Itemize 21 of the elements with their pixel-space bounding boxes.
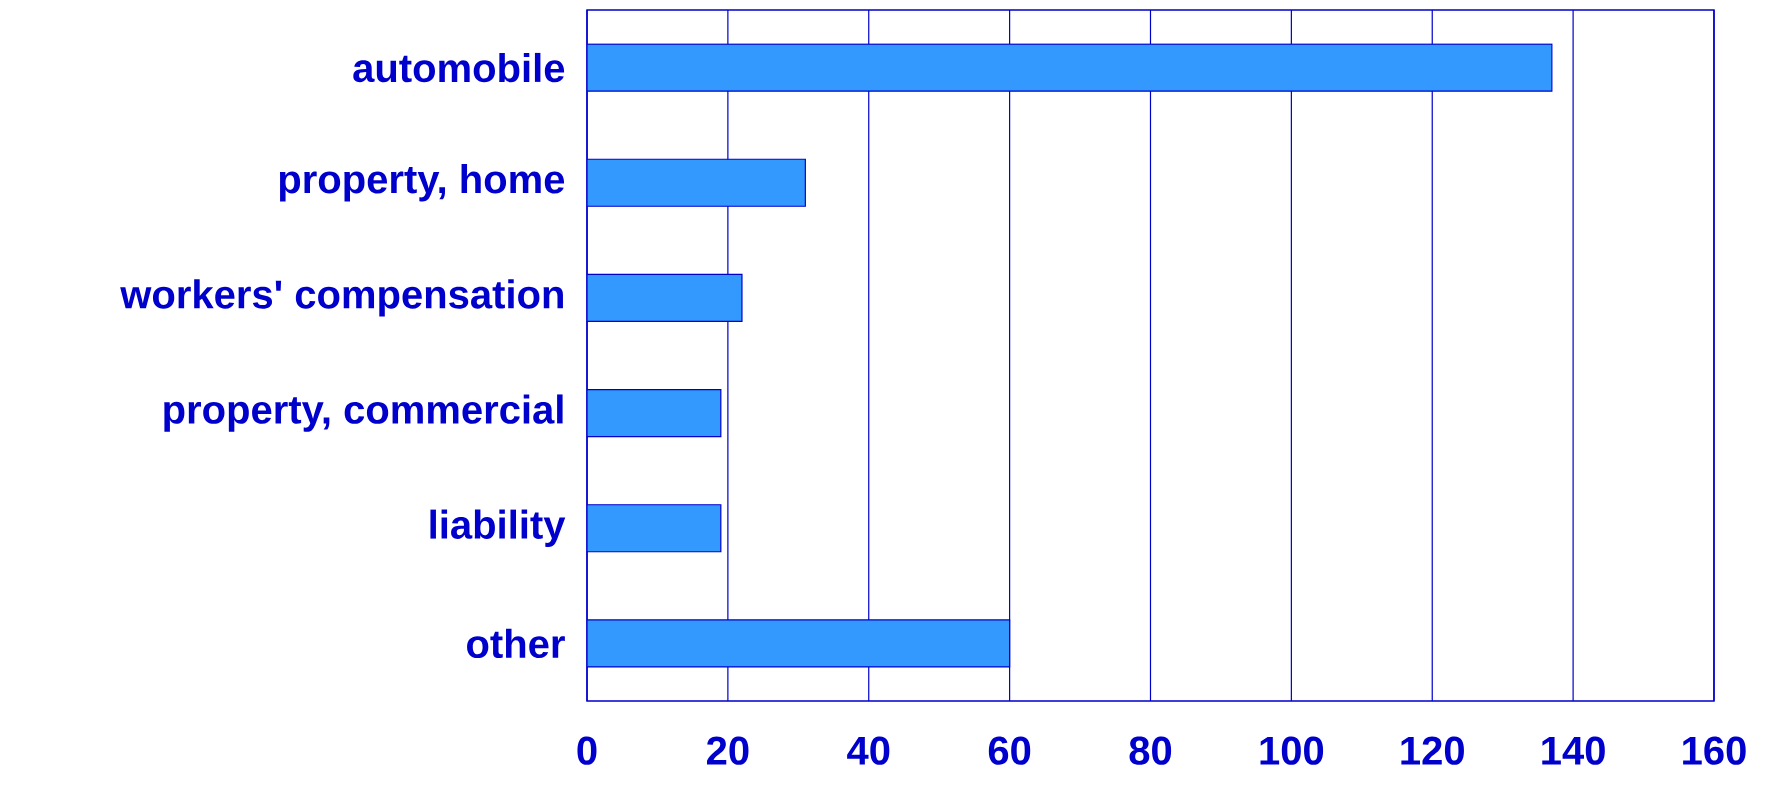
x-tick-label: 0	[577, 736, 597, 765]
x-tick-label: 140	[1542, 736, 1605, 765]
x-tick-label: 20	[707, 736, 749, 765]
bar	[587, 619, 1011, 668]
x-tick-label: 160	[1683, 736, 1746, 765]
x-tick-label: 120	[1401, 736, 1464, 765]
bar	[587, 504, 722, 553]
bar	[587, 158, 806, 207]
x-tick-label: 40	[847, 736, 890, 765]
x-tick-label: 80	[1129, 736, 1172, 765]
x-tick-label: 100	[1260, 736, 1324, 765]
x-tick-label: 60	[988, 736, 1031, 765]
bar	[587, 273, 743, 323]
bar	[587, 388, 722, 438]
y-tick-label: automobile	[353, 52, 565, 83]
y-tick-label: property, home	[279, 164, 565, 202]
y-tick-label: liability	[430, 509, 566, 547]
y-tick-label: workers' compensation	[120, 279, 563, 317]
bar	[587, 43, 1553, 92]
y-tick-label: property, commercial	[164, 394, 563, 432]
y-tick-label: other	[467, 628, 565, 659]
